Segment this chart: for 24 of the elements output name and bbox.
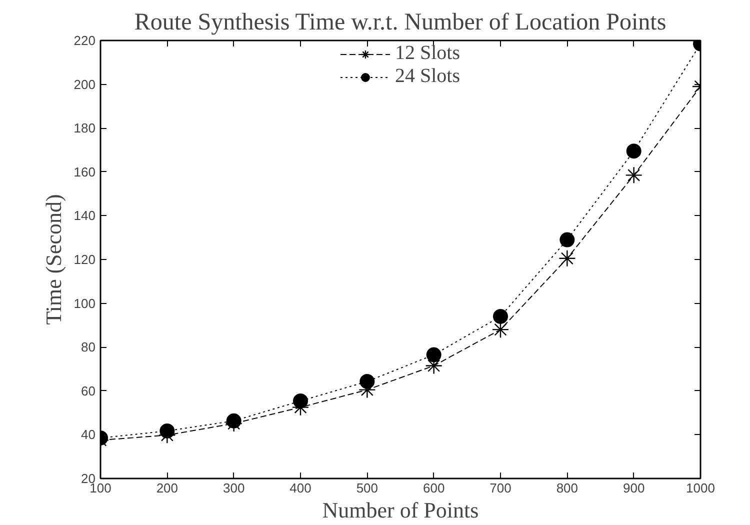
y-tick-label: 40 xyxy=(81,427,96,442)
x-tick-label: 600 xyxy=(422,480,445,496)
x-tick-label: 400 xyxy=(290,480,312,496)
y-tick-label: 180 xyxy=(74,120,96,136)
y-tick-label: 140 xyxy=(74,208,96,224)
y-tick-label: 220 xyxy=(74,33,96,48)
y-tick-label: 120 xyxy=(74,252,96,267)
chart-title: Route Synthesis Time w.r.t. Number of Location Points xyxy=(134,10,666,36)
y-tick-label: 160 xyxy=(74,164,96,180)
x-tick-label: 700 xyxy=(490,480,512,496)
y-tick-label: 200 xyxy=(74,76,96,92)
x-tick-label: 200 xyxy=(156,480,178,496)
x-tick-label: 500 xyxy=(356,480,378,496)
y-tick-label: 60 xyxy=(81,383,96,398)
y-axis-title: Time (Second) xyxy=(40,194,66,325)
y-tick-label: 80 xyxy=(81,340,96,355)
y-tick-label: 100 xyxy=(74,296,96,311)
x-tick-label: 300 xyxy=(222,480,245,496)
x-tick-label: 900 xyxy=(622,480,645,496)
legend-label: 24 Slots xyxy=(394,65,460,88)
x-tick-label: 800 xyxy=(556,480,578,496)
x-axis-title: Number of Points xyxy=(322,498,479,522)
x-tick-label: 1000 xyxy=(686,480,715,496)
legend-label: 12 Slots xyxy=(394,42,460,65)
